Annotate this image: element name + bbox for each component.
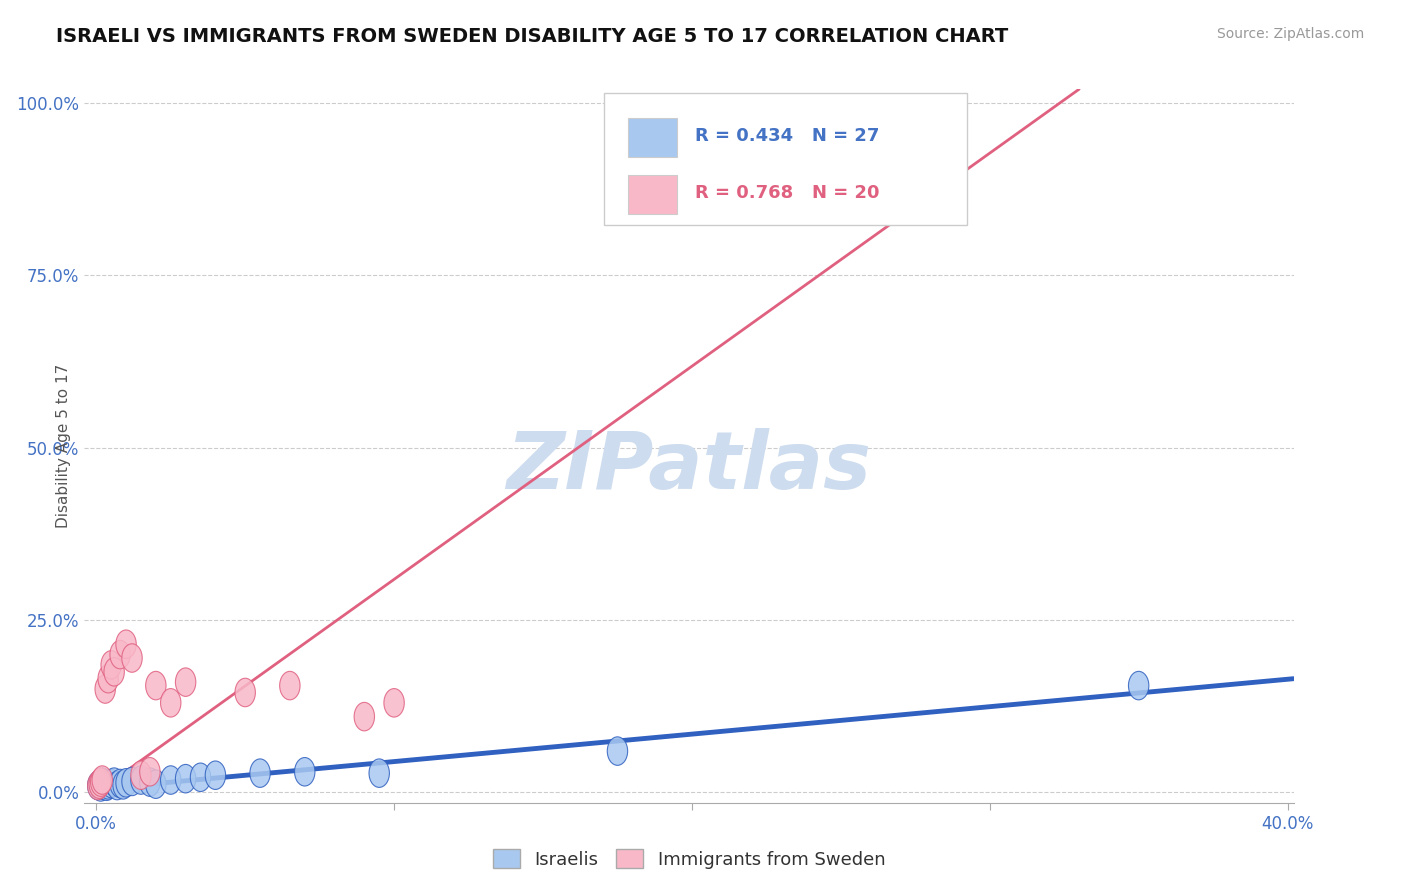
Text: Source: ZipAtlas.com: Source: ZipAtlas.com (1216, 27, 1364, 41)
Ellipse shape (91, 768, 112, 797)
Ellipse shape (89, 770, 110, 798)
Ellipse shape (104, 657, 124, 686)
Text: Disability Age 5 to 17: Disability Age 5 to 17 (56, 364, 70, 528)
Text: ISRAELI VS IMMIGRANTS FROM SWEDEN DISABILITY AGE 5 TO 17 CORRELATION CHART: ISRAELI VS IMMIGRANTS FROM SWEDEN DISABI… (56, 27, 1008, 45)
Ellipse shape (607, 737, 627, 765)
Ellipse shape (90, 772, 111, 801)
Ellipse shape (107, 772, 128, 800)
Ellipse shape (354, 702, 374, 731)
Ellipse shape (160, 766, 181, 794)
Ellipse shape (115, 769, 136, 797)
Ellipse shape (104, 768, 124, 797)
Ellipse shape (1129, 672, 1149, 700)
FancyBboxPatch shape (628, 175, 676, 214)
Ellipse shape (91, 766, 112, 794)
Ellipse shape (112, 771, 134, 799)
Ellipse shape (110, 640, 131, 669)
Ellipse shape (101, 650, 121, 679)
Ellipse shape (190, 763, 211, 791)
Ellipse shape (160, 689, 181, 717)
Ellipse shape (87, 772, 108, 800)
Ellipse shape (146, 672, 166, 700)
Ellipse shape (90, 768, 111, 797)
FancyBboxPatch shape (628, 118, 676, 157)
Ellipse shape (131, 766, 150, 794)
Ellipse shape (97, 772, 117, 800)
Ellipse shape (96, 674, 115, 703)
Text: R = 0.434   N = 27: R = 0.434 N = 27 (695, 127, 879, 145)
Ellipse shape (205, 761, 225, 789)
Ellipse shape (146, 770, 166, 798)
Ellipse shape (250, 759, 270, 788)
Ellipse shape (176, 764, 195, 793)
Ellipse shape (139, 757, 160, 786)
Ellipse shape (235, 678, 256, 706)
Ellipse shape (384, 689, 405, 717)
Ellipse shape (101, 769, 121, 797)
Ellipse shape (89, 770, 110, 798)
Ellipse shape (98, 665, 118, 693)
Ellipse shape (122, 644, 142, 673)
Text: ZIPatlas: ZIPatlas (506, 428, 872, 507)
Ellipse shape (131, 761, 150, 789)
Ellipse shape (110, 769, 131, 797)
Ellipse shape (176, 668, 195, 697)
Ellipse shape (294, 757, 315, 786)
Text: R = 0.768   N = 20: R = 0.768 N = 20 (695, 184, 880, 202)
Ellipse shape (115, 630, 136, 658)
FancyBboxPatch shape (605, 93, 967, 225)
Ellipse shape (98, 771, 118, 799)
Legend: Israelis, Immigrants from Sweden: Israelis, Immigrants from Sweden (485, 841, 893, 876)
Ellipse shape (139, 768, 160, 797)
Ellipse shape (280, 672, 299, 700)
Ellipse shape (94, 772, 114, 800)
Ellipse shape (368, 759, 389, 788)
Ellipse shape (122, 767, 142, 796)
Ellipse shape (96, 770, 115, 798)
Ellipse shape (87, 772, 108, 800)
